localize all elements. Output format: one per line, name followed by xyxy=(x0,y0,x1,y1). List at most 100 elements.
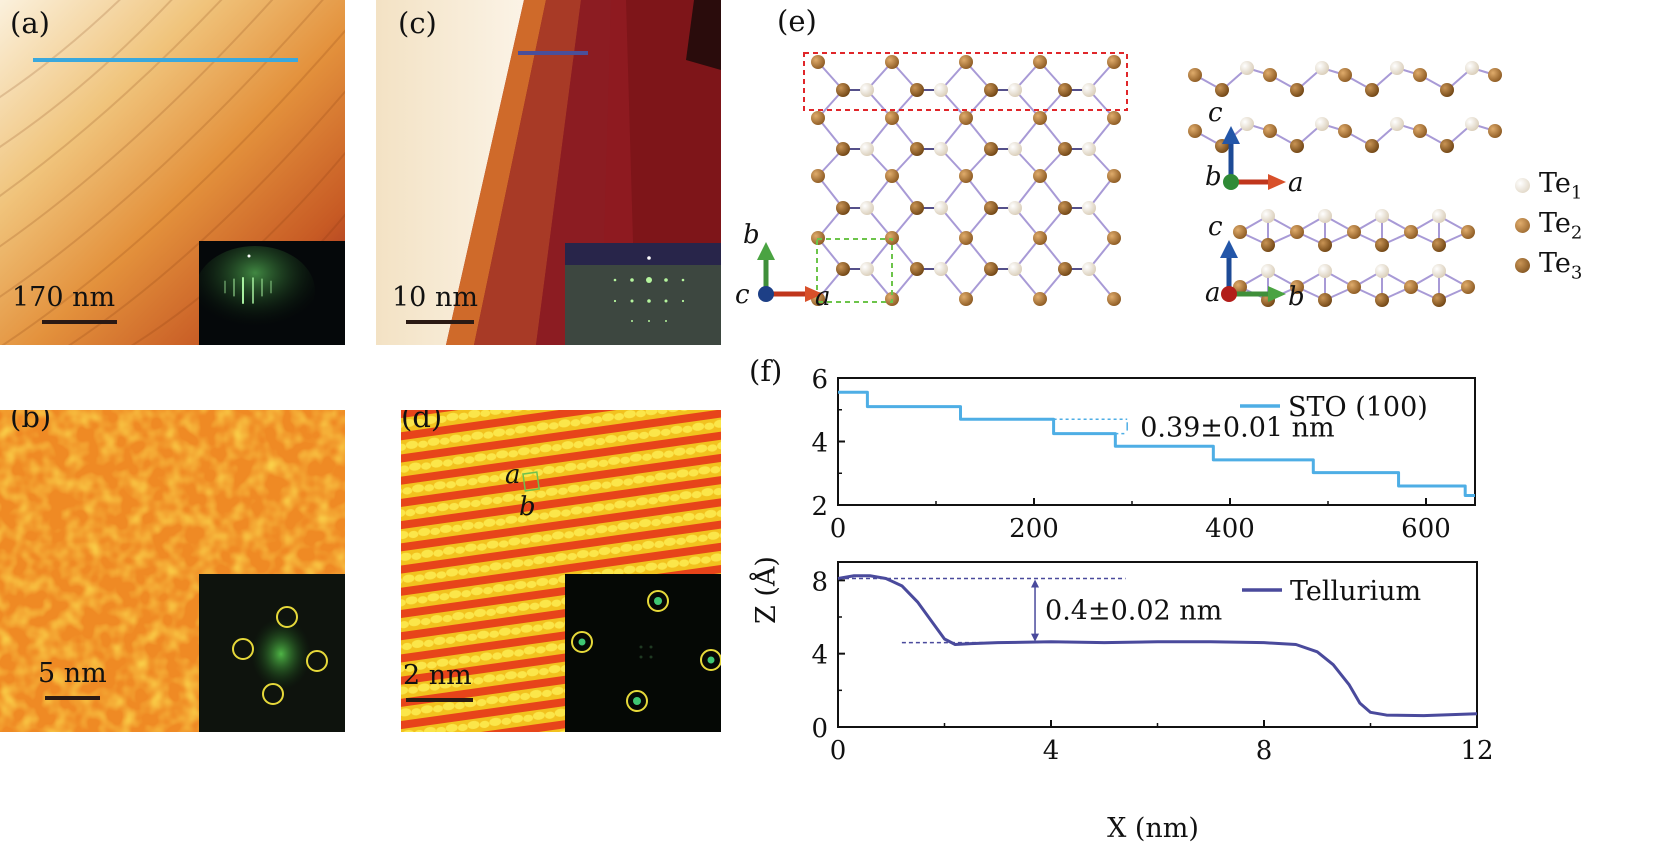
te-atom xyxy=(959,55,973,69)
te-atom xyxy=(1008,83,1022,97)
te-atom xyxy=(1058,83,1072,97)
scale-bar-d xyxy=(406,698,473,702)
te-atom xyxy=(959,169,973,183)
te-atom xyxy=(836,142,850,156)
te-atom xyxy=(885,55,899,69)
legend-te1-base: Te xyxy=(1539,168,1571,199)
te-atom xyxy=(1263,124,1277,138)
te-atom xyxy=(1318,209,1332,223)
te-atom xyxy=(1008,201,1022,215)
te-atom xyxy=(1338,124,1352,138)
te-atom xyxy=(860,262,874,276)
rheed-inset-c xyxy=(565,243,721,345)
panel-c-stm-image: (c) 10 nm xyxy=(376,0,721,345)
terrace-topography xyxy=(0,0,345,345)
legend-te3-sub: 3 xyxy=(1570,262,1583,284)
arrow-c-icon xyxy=(1220,240,1238,258)
te-atom xyxy=(1365,139,1379,153)
legend-te2-base: Te xyxy=(1539,208,1571,239)
te-atom xyxy=(1432,238,1446,252)
x-tick-label: 12 xyxy=(1460,736,1493,766)
te-atom xyxy=(1338,68,1352,82)
arrow-a-icon xyxy=(1268,174,1286,190)
te-atom xyxy=(910,262,924,276)
unit-cell-marker xyxy=(522,471,541,492)
te-atom xyxy=(1107,231,1121,245)
te-atom xyxy=(1033,231,1047,245)
te-atom xyxy=(1008,142,1022,156)
te-atom xyxy=(1347,280,1361,294)
arrow-b-icon xyxy=(757,242,775,260)
unit-cell-box-green xyxy=(816,238,893,303)
axis-label-a-top: a xyxy=(815,282,831,312)
scale-bar-label-c: 10 nm xyxy=(392,282,478,313)
te-atom xyxy=(1033,55,1047,69)
te-atom xyxy=(959,231,973,245)
te-atom xyxy=(811,169,825,183)
legend-label: Tellurium xyxy=(1290,576,1421,607)
te-atom xyxy=(959,111,973,125)
x-tick-label: 200 xyxy=(1009,514,1059,544)
x-tick-label: 0 xyxy=(830,736,847,766)
y-tick-label: 4 xyxy=(811,641,828,671)
arrow-up-icon xyxy=(1031,579,1040,588)
y-tick-label: 0 xyxy=(811,714,828,744)
x-tick-label: 0 xyxy=(830,514,847,544)
te-atom xyxy=(1290,225,1304,239)
panel-a-stm-image: (a) 170 nm xyxy=(0,0,345,345)
te-atom xyxy=(1290,83,1304,97)
te2-atom-icon xyxy=(1515,218,1530,233)
scale-bar-b xyxy=(45,696,100,700)
y-axis-label: Z (Å) xyxy=(749,556,782,624)
axis-label-c-side1: c xyxy=(1208,98,1223,128)
axes-side-view-2 xyxy=(1220,240,1286,302)
te-atom xyxy=(984,262,998,276)
te-atom xyxy=(1318,293,1332,307)
fft-spot-circles xyxy=(232,606,328,705)
panel-label-a: (a) xyxy=(10,6,50,40)
te-atom xyxy=(1318,264,1332,278)
te-atom xyxy=(1107,292,1121,306)
legend-te3-base: Te xyxy=(1539,248,1571,279)
y-tick-label: 2 xyxy=(811,492,828,522)
te-atom xyxy=(910,142,924,156)
te-atom xyxy=(1107,111,1121,125)
y-tick-label: 4 xyxy=(811,429,828,459)
annotation-text: 0.4±0.02 nm xyxy=(1045,596,1222,627)
te-atom xyxy=(1318,238,1332,252)
te-atom xyxy=(1082,262,1096,276)
te-atom xyxy=(1082,201,1096,215)
fft-inset-d xyxy=(565,574,721,732)
axis-b-dot-icon xyxy=(1223,174,1239,190)
axis-label-b-side1: b xyxy=(1205,162,1222,192)
te-atom xyxy=(1215,83,1229,97)
te1-atom-icon xyxy=(1515,178,1530,193)
te-atom xyxy=(811,111,825,125)
te-atom xyxy=(860,83,874,97)
te-atom xyxy=(984,83,998,97)
te-atom xyxy=(860,142,874,156)
te-atom xyxy=(1390,117,1404,131)
te-atom xyxy=(836,262,850,276)
te-atom xyxy=(1465,61,1479,75)
te-atom xyxy=(1261,209,1275,223)
te-atom xyxy=(1375,264,1389,278)
te-atom xyxy=(1413,68,1427,82)
scale-bar-a xyxy=(42,320,117,324)
te-atom xyxy=(1465,117,1479,131)
y-tick-label: 8 xyxy=(811,567,828,597)
te-atom xyxy=(1347,225,1361,239)
te-atom xyxy=(885,111,899,125)
arrow-c-icon xyxy=(1222,126,1240,144)
panel-label-e: (e) xyxy=(777,4,817,38)
scale-bar-c xyxy=(406,320,474,324)
te-atom xyxy=(984,142,998,156)
arrow-b-icon xyxy=(1268,286,1286,302)
x-tick-label: 600 xyxy=(1401,514,1451,544)
scale-bar-label-d: 2 nm xyxy=(403,660,472,691)
series-line-sto-100- xyxy=(838,390,1475,497)
te-atom xyxy=(1404,225,1418,239)
fft-spot-circles xyxy=(571,590,721,712)
te-atom xyxy=(1261,264,1275,278)
te-atom xyxy=(934,142,948,156)
